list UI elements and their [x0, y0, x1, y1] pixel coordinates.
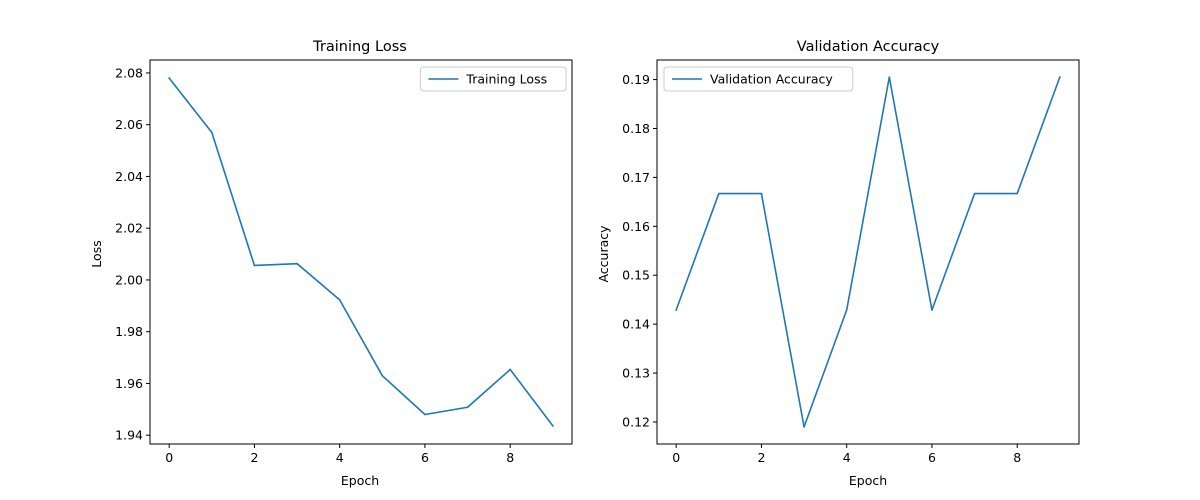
- x-tick-label: 2: [757, 450, 765, 465]
- y-tick-label: 1.94: [115, 428, 143, 443]
- x-tick-label: 0: [672, 450, 680, 465]
- data-point: [381, 374, 384, 377]
- y-tick-label: 2.00: [115, 272, 143, 287]
- data-point: [845, 309, 848, 311]
- data-point: [552, 425, 554, 427]
- data-point: [338, 299, 341, 301]
- legend-box: [663, 66, 854, 92]
- validation-accuracy-chart: Validation Accuracy Epoch Accuracy 0 2 4 6 8…: [596, 39, 1080, 488]
- legend: Validation Accuracy: [663, 66, 854, 92]
- data-point: [973, 192, 976, 195]
- x-tick-label: 6: [928, 450, 936, 465]
- x-tick-label: 6: [421, 450, 429, 465]
- y-axis-label: Loss: [89, 240, 104, 267]
- data-point: [803, 426, 805, 428]
- data-point: [760, 192, 763, 195]
- data-point: [168, 77, 170, 79]
- data-point: [1059, 76, 1061, 78]
- y-tick-label: 2.02: [115, 221, 143, 236]
- data-point: [424, 413, 426, 416]
- plot-area-frame: [656, 59, 1080, 445]
- data-point: [888, 76, 891, 78]
- data-point: [211, 131, 213, 134]
- training-loss-chart: Training Loss Epoch Loss 0 2 4 6 8 1.94 1.96 1.…: [89, 39, 573, 488]
- data-point: [718, 192, 720, 195]
- x-tick-label: 8: [506, 450, 514, 465]
- y-tick-label: 2.06: [115, 117, 143, 132]
- y-tick-label: 0.19: [622, 72, 650, 87]
- data-point: [1016, 192, 1018, 195]
- y-tick-label: 0.17: [622, 170, 650, 185]
- data-point: [296, 262, 298, 265]
- series-line: [168, 76, 554, 428]
- x-axis-label: Epoch: [341, 473, 379, 488]
- legend: Training Loss: [419, 66, 567, 92]
- y-axis-label: Accuracy: [596, 225, 611, 283]
- x-tick-label: 4: [336, 450, 344, 465]
- plot-area-frame: [149, 59, 573, 445]
- x-tick-label: 0: [165, 450, 173, 465]
- legend-box: [419, 66, 567, 92]
- y-tick-label: 0.16: [622, 219, 650, 234]
- y-tick-label: 2.08: [115, 65, 143, 80]
- data-point: [675, 309, 677, 311]
- legend-label: Training Loss: [465, 72, 547, 87]
- data-point: [509, 368, 511, 371]
- y-tick-label: 0.18: [622, 121, 650, 136]
- x-tick-label: 4: [843, 450, 851, 465]
- y-tick-label: 1.96: [115, 376, 143, 391]
- x-axis-label: Epoch: [849, 473, 887, 488]
- x-tick-label: 8: [1013, 450, 1021, 465]
- y-tick-label: 2.04: [115, 169, 143, 184]
- y-tick-label: 0.12: [622, 414, 650, 429]
- y-tick-label: 0.14: [622, 317, 650, 332]
- y-tick-label: 1.98: [115, 324, 143, 339]
- legend-label: Validation Accuracy: [710, 72, 833, 87]
- data-point: [931, 309, 933, 311]
- data-point: [466, 406, 469, 409]
- x-tick-label: 2: [250, 450, 258, 465]
- y-tick-label: 0.15: [622, 268, 650, 283]
- data-point: [253, 264, 256, 267]
- series-line: [675, 76, 1061, 428]
- chart-title: Validation Accuracy: [797, 39, 940, 55]
- y-tick-label: 0.13: [622, 366, 650, 381]
- chart-title: Training Loss: [312, 39, 407, 55]
